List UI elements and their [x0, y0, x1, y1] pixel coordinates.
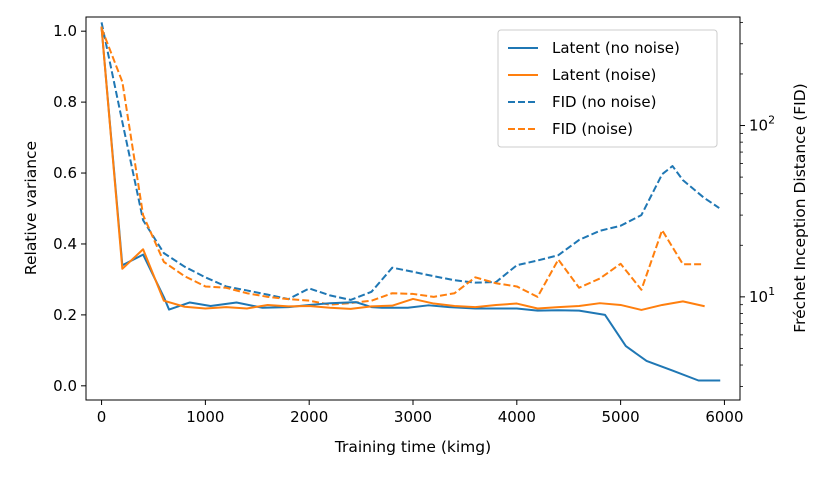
y-tick-label-left: 0.2 [53, 306, 77, 324]
series-line-latent-no-noise [100, 26, 721, 382]
x-tick-label: 4000 [498, 408, 536, 426]
y-tick-label-right: 101 [749, 285, 775, 306]
y-tick-label-left: 0.6 [53, 164, 77, 182]
legend-entry-label: FID (noise) [552, 120, 633, 138]
x-tick-label: 2000 [290, 408, 328, 426]
series-line-latent-noise [100, 26, 705, 311]
series-line-fid-no-noise [100, 22, 720, 301]
x-tick-label: 0 [97, 408, 107, 426]
y-tick-label-left: 1.0 [53, 22, 77, 40]
x-tick-label: 1000 [186, 408, 224, 426]
x-tick-label: 3000 [394, 408, 432, 426]
y-tick-label-right: 102 [749, 114, 775, 135]
y-tick-label-left: 0.4 [53, 235, 77, 253]
x-axis-label: Training time (kimg) [334, 438, 491, 456]
x-tick-label: 6000 [705, 408, 743, 426]
y-tick-label-left: 0.0 [53, 377, 77, 395]
axes-layer: 0 1000 2000 3000 4000 5000 6000 0.0 0.2 0.4 0.6 0.8… [53, 21, 775, 426]
legend-box [497, 29, 718, 148]
y-axis-label-left: Relative variance [22, 141, 40, 275]
y-axis-label-right: Fréchet Inception Distance (FID) [791, 83, 809, 332]
series-layer [100, 22, 721, 382]
y-tick-label-left: 0.8 [53, 93, 77, 111]
x-tick-label: 5000 [602, 408, 640, 426]
legend: Latent (no noise) Latent (noise) FID (no n… [497, 29, 718, 148]
legend-entry-label: Latent (no noise) [552, 39, 680, 57]
legend-entry-label: FID (no noise) [552, 93, 656, 111]
series-line-fid-noise [100, 27, 704, 306]
legend-entry-label: Latent (noise) [552, 66, 656, 84]
